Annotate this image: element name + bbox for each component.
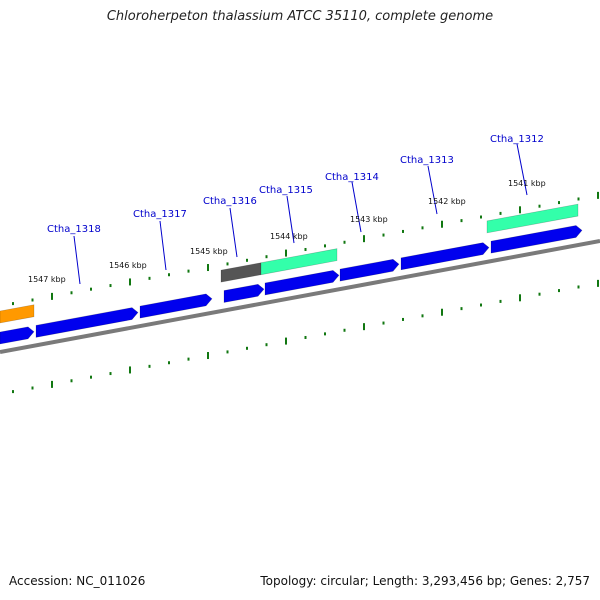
features-layer [0,203,583,345]
rna-feature [260,248,338,276]
leader-line [286,195,295,244]
leader-line [351,181,362,233]
position-label: 1542 kbp [428,197,466,206]
orange-feature [0,304,35,324]
leaders-layer [73,143,528,285]
cds-feature [35,307,139,338]
leader-line [159,220,167,271]
leader-line [427,165,438,215]
backbone-layer [0,239,600,354]
cds-feature [0,326,35,345]
position-label: 1544 kbp [270,232,308,241]
leader-line [229,207,238,258]
gene-label: Ctha_1316 [203,196,257,207]
leader-line [73,235,81,285]
position-label: 1543 kbp [350,215,388,224]
position-label: 1547 kbp [28,275,66,284]
gene-label: Ctha_1314 [325,172,379,183]
position-label: 1546 kbp [109,261,147,270]
backbone-line [0,239,600,354]
position-label: 1541 kbp [508,179,546,188]
genome-title: Chloroherpeton thalassium ATCC 35110, co… [106,9,494,24]
cds-feature [264,270,340,296]
gene-label: Ctha_1317 [133,209,187,220]
cds-feature [400,242,490,271]
labels-layer: 1547 kbp 1546 kbp 1545 kbp 1544 kbp 1543 kbp… [28,134,546,284]
rna-feature [486,203,579,234]
cds-feature [139,293,213,319]
ticks-layer [12,191,599,394]
gene-label: Ctha_1318 [47,224,101,235]
pseudo-feature [220,262,262,283]
cds-feature [223,283,265,303]
gene-label: Ctha_1313 [400,155,454,166]
accession-text: Accession: NC_011026 [9,574,146,588]
gene-label: Ctha_1312 [490,134,544,145]
position-label: 1545 kbp [190,247,228,256]
cds-feature [490,225,583,254]
gene-label: Ctha_1315 [259,185,313,196]
genome-stats-text: Topology: circular; Length: 3,293,456 bp… [260,574,590,588]
cds-feature [339,258,400,282]
leader-line [516,143,528,196]
